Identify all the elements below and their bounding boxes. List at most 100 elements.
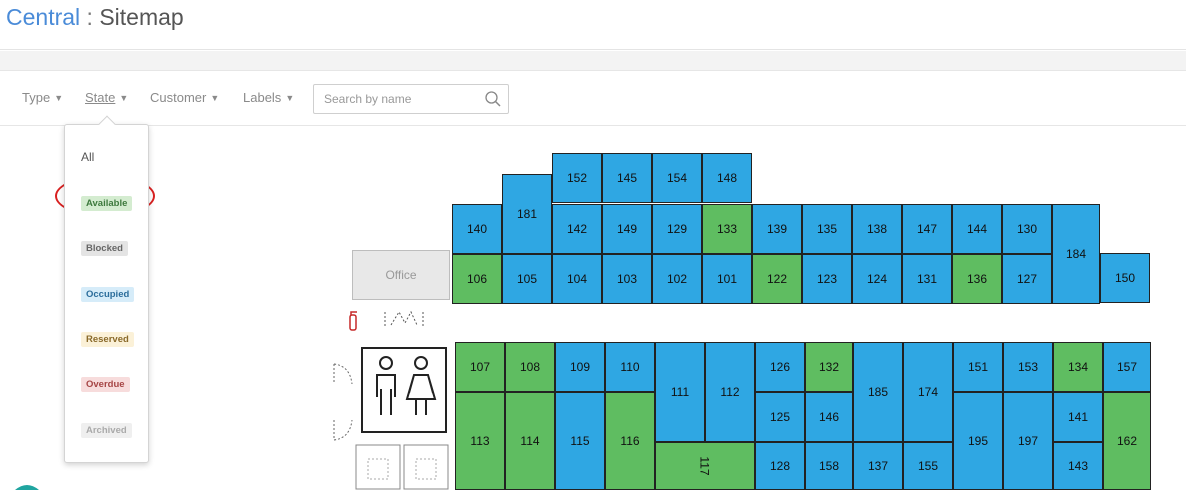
unit-label: 153 xyxy=(1017,360,1039,374)
unit-label: 104 xyxy=(566,272,588,286)
unit-153[interactable]: 153 xyxy=(1003,342,1053,392)
unit-108[interactable]: 108 xyxy=(505,342,555,392)
state-option-reserved[interactable]: Reserved xyxy=(81,332,134,347)
unit-label: 174 xyxy=(917,385,939,399)
unit-label: 137 xyxy=(867,459,889,473)
unit-117[interactable]: 117 xyxy=(655,442,755,490)
unit-124[interactable]: 124 xyxy=(852,254,902,304)
unit-label: 109 xyxy=(569,360,591,374)
unit-label: 130 xyxy=(1016,222,1038,236)
unit-158[interactable]: 158 xyxy=(805,442,853,490)
unit-label: 154 xyxy=(666,171,688,185)
unit-147[interactable]: 147 xyxy=(902,204,952,254)
state-option-occupied[interactable]: Occupied xyxy=(81,287,135,302)
filter-labels-dropdown[interactable]: Labels ▼ xyxy=(243,90,294,105)
filter-state-label: State xyxy=(85,90,116,105)
breadcrumb-central-link[interactable]: Central xyxy=(6,4,81,30)
state-option-archived[interactable]: Archived xyxy=(81,423,132,438)
unit-195[interactable]: 195 xyxy=(953,392,1003,490)
unit-125[interactable]: 125 xyxy=(755,392,805,442)
unit-label: 129 xyxy=(666,222,688,236)
unit-109[interactable]: 109 xyxy=(555,342,605,392)
unit-150[interactable]: 150 xyxy=(1100,253,1150,303)
unit-145[interactable]: 145 xyxy=(602,153,652,203)
unit-label: 145 xyxy=(616,171,638,185)
unit-137[interactable]: 137 xyxy=(853,442,903,490)
unit-111[interactable]: 111 xyxy=(655,342,705,442)
unit-104[interactable]: 104 xyxy=(552,254,602,304)
unit-157[interactable]: 157 xyxy=(1103,342,1151,392)
filter-type-dropdown[interactable]: Type ▼ xyxy=(22,90,63,105)
unit-134[interactable]: 134 xyxy=(1053,342,1103,392)
state-option-all[interactable]: All xyxy=(81,150,95,164)
unit-label: 151 xyxy=(967,360,989,374)
unit-181[interactable]: 181 xyxy=(502,174,552,254)
unit-146[interactable]: 146 xyxy=(805,392,853,442)
unit-label: 115 xyxy=(570,434,590,448)
caret-down-icon: ▼ xyxy=(119,93,129,103)
unit-131[interactable]: 131 xyxy=(902,254,952,304)
caret-down-icon: ▼ xyxy=(54,93,64,103)
unit-139[interactable]: 139 xyxy=(752,204,802,254)
breadcrumb-current: Sitemap xyxy=(99,4,184,30)
unit-133[interactable]: 133 xyxy=(702,204,752,254)
unit-144[interactable]: 144 xyxy=(952,204,1002,254)
unit-184[interactable]: 184 xyxy=(1052,204,1100,304)
unit-136[interactable]: 136 xyxy=(952,254,1002,304)
unit-label: 162 xyxy=(1116,434,1138,448)
unit-label: 101 xyxy=(716,272,738,286)
state-option-blocked[interactable]: Blocked xyxy=(81,241,128,256)
unit-114[interactable]: 114 xyxy=(505,392,555,490)
unit-115[interactable]: 115 xyxy=(555,392,605,490)
unit-123[interactable]: 123 xyxy=(802,254,852,304)
unit-129[interactable]: 129 xyxy=(652,204,702,254)
unit-128[interactable]: 128 xyxy=(755,442,805,490)
unit-label: 157 xyxy=(1116,360,1138,374)
unit-label: 127 xyxy=(1016,272,1038,286)
unit-155[interactable]: 155 xyxy=(903,442,953,490)
unit-106[interactable]: 106 xyxy=(452,254,502,304)
unit-122[interactable]: 122 xyxy=(752,254,802,304)
unit-148[interactable]: 148 xyxy=(702,153,752,203)
unit-label: 102 xyxy=(666,272,688,286)
unit-142[interactable]: 142 xyxy=(552,204,602,254)
unit-116[interactable]: 116 xyxy=(605,392,655,490)
unit-112[interactable]: 112 xyxy=(705,342,755,442)
state-option-overdue[interactable]: Overdue xyxy=(81,377,130,392)
unit-102[interactable]: 102 xyxy=(652,254,702,304)
unit-126[interactable]: 126 xyxy=(755,342,805,392)
search-input[interactable] xyxy=(322,91,482,107)
office-area: Office xyxy=(352,250,450,300)
unit-154[interactable]: 154 xyxy=(652,153,702,203)
unit-141[interactable]: 141 xyxy=(1053,392,1103,442)
unit-149[interactable]: 149 xyxy=(602,204,652,254)
unit-185[interactable]: 185 xyxy=(853,342,903,442)
unit-113[interactable]: 113 xyxy=(455,392,505,490)
filter-customer-dropdown[interactable]: Customer ▼ xyxy=(150,90,219,105)
unit-101[interactable]: 101 xyxy=(702,254,752,304)
unit-132[interactable]: 132 xyxy=(805,342,853,392)
unit-127[interactable]: 127 xyxy=(1002,254,1052,304)
unit-174[interactable]: 174 xyxy=(903,342,953,442)
unit-110[interactable]: 110 xyxy=(605,342,655,392)
unit-105[interactable]: 105 xyxy=(502,254,552,304)
filter-state-dropdown[interactable]: State ▼ xyxy=(85,90,128,105)
unit-label: 134 xyxy=(1067,360,1089,374)
state-option-available[interactable]: Available xyxy=(81,196,133,211)
unit-138[interactable]: 138 xyxy=(852,204,902,254)
unit-107[interactable]: 107 xyxy=(455,342,505,392)
unit-197[interactable]: 197 xyxy=(1003,392,1053,490)
unit-label: 128 xyxy=(769,459,791,473)
unit-130[interactable]: 130 xyxy=(1002,204,1052,254)
search-icon[interactable] xyxy=(484,90,502,108)
unit-162[interactable]: 162 xyxy=(1103,392,1151,490)
unit-140[interactable]: 140 xyxy=(452,204,502,254)
unit-103[interactable]: 103 xyxy=(602,254,652,304)
breadcrumb-separator: : xyxy=(80,4,100,30)
unit-151[interactable]: 151 xyxy=(953,342,1003,392)
unit-label: 197 xyxy=(1017,434,1039,448)
search-box xyxy=(313,84,509,114)
unit-143[interactable]: 143 xyxy=(1053,442,1103,490)
unit-135[interactable]: 135 xyxy=(802,204,852,254)
unit-152[interactable]: 152 xyxy=(552,153,602,203)
